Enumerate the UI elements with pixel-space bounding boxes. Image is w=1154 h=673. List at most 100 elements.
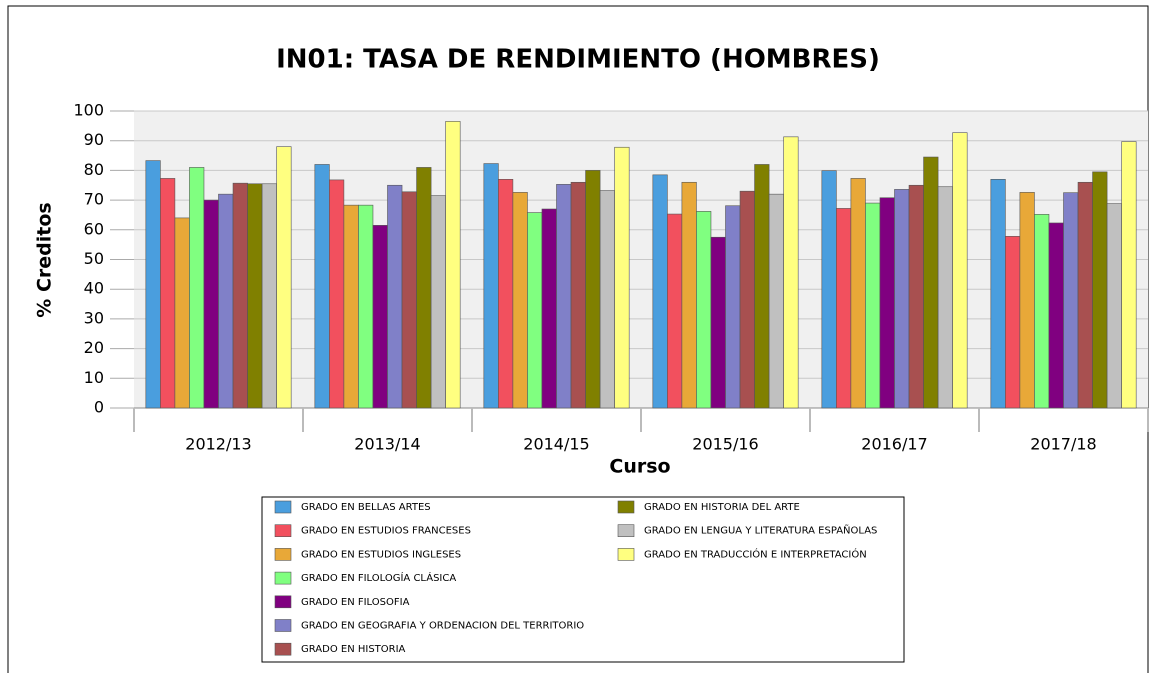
bar [908, 184, 924, 409]
bar [541, 208, 557, 409]
bar [1092, 171, 1108, 409]
x-axis-title: Curso [609, 456, 670, 478]
legend-swatch [274, 524, 292, 538]
bar [329, 179, 345, 409]
y-tick-label: 80 [84, 160, 104, 179]
y-tick-label: 40 [84, 279, 104, 298]
y-tick-label: 0 [94, 398, 104, 417]
bar [343, 204, 359, 409]
legend-swatch [617, 500, 635, 514]
y-tick-label: 70 [84, 190, 104, 209]
bar [218, 193, 234, 409]
legend-label: GRADO EN FILOLOGÍA CLÁSICA [301, 571, 456, 584]
legend-label: GRADO EN ESTUDIOS INGLESES [301, 549, 461, 560]
bar [1106, 203, 1122, 409]
bar [667, 213, 683, 409]
legend-swatch [274, 500, 292, 514]
bar [652, 174, 668, 409]
bar [894, 189, 910, 409]
bar [401, 191, 417, 409]
legend [261, 496, 905, 663]
bar [145, 160, 161, 409]
bar [203, 199, 219, 409]
legend-label: GRADO EN LENGUA Y LITERATURA ESPAÑOLAS [644, 524, 877, 537]
bar [879, 197, 895, 409]
legend-swatch [274, 548, 292, 561]
bar [710, 236, 726, 409]
y-tick-label: 10 [84, 368, 104, 387]
y-tick-label: 90 [84, 130, 104, 149]
bar [445, 121, 461, 409]
legend-label: GRADO EN HISTORIA [301, 644, 406, 655]
legend-label: GRADO EN HISTORIA DEL ARTE [644, 502, 800, 513]
bar [1048, 222, 1064, 409]
legend-label: GRADO EN GEOGRAFIA Y ORDENACION DEL TERR… [301, 621, 584, 632]
legend-swatch [274, 595, 292, 609]
bar [1005, 236, 1021, 409]
legend-label: GRADO EN FILOSOFIA [301, 597, 410, 608]
x-tick-label: 2015/16 [692, 435, 758, 454]
bar [850, 178, 866, 409]
x-tick-label: 2014/15 [523, 435, 589, 454]
bar [836, 208, 852, 409]
bar [498, 179, 514, 409]
bar [160, 178, 176, 409]
bar [696, 211, 712, 409]
y-tick-label: 30 [84, 308, 104, 327]
legend-swatch [617, 524, 635, 538]
bar [1063, 192, 1079, 409]
bar [768, 193, 784, 409]
bar [1121, 141, 1137, 409]
bar [952, 132, 968, 409]
x-tick-label: 2017/18 [1030, 435, 1096, 454]
bar [483, 163, 499, 409]
legend-label: GRADO EN ESTUDIOS FRANCESES [301, 526, 471, 537]
bar [247, 183, 263, 409]
bar [570, 181, 586, 409]
bar [937, 186, 953, 409]
legend-label: GRADO EN BELLAS ARTES [301, 502, 431, 513]
bar [276, 146, 292, 409]
bar [358, 204, 374, 409]
bar [614, 146, 630, 409]
bar [923, 156, 939, 409]
bar [1019, 192, 1035, 409]
bar [1077, 181, 1093, 409]
bar [1034, 214, 1050, 409]
y-tick-label: 20 [84, 338, 104, 357]
y-tick-label: 50 [84, 249, 104, 268]
bar [599, 190, 615, 409]
y-tick-label: 100 [73, 101, 104, 120]
bar [430, 195, 446, 409]
bar [261, 183, 277, 409]
bar [314, 164, 330, 409]
bar [783, 136, 799, 409]
x-tick-label: 2013/14 [354, 435, 420, 454]
bar [585, 170, 601, 409]
bar [189, 167, 205, 409]
bar [739, 190, 755, 409]
x-tick-label: 2016/17 [861, 435, 927, 454]
bar [865, 202, 881, 409]
chart-title: IN01: TASA DE RENDIMIENTO (HOMBRES) [276, 45, 880, 75]
bar [725, 205, 741, 409]
bar [512, 192, 528, 409]
bar [416, 167, 432, 409]
y-axis-title: % Creditos [34, 202, 56, 317]
bar [754, 164, 770, 409]
y-tick-label: 60 [84, 219, 104, 238]
bar [821, 170, 837, 409]
bar [527, 212, 543, 409]
legend-swatch [274, 619, 292, 632]
bar [232, 182, 248, 409]
x-tick-label: 2012/13 [185, 435, 251, 454]
bar [372, 225, 388, 409]
bar [556, 184, 572, 409]
bar [387, 184, 403, 409]
legend-swatch [617, 548, 635, 561]
legend-swatch [274, 642, 292, 656]
legend-swatch [274, 571, 292, 585]
bar [174, 217, 190, 409]
legend-label: GRADO EN TRADUCCIÓN E INTERPRETACIÓN [644, 547, 867, 560]
